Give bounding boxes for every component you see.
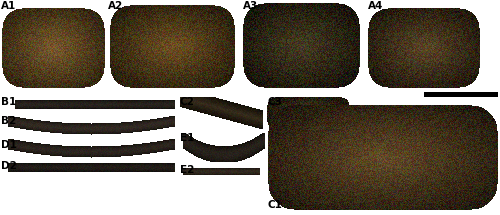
- Text: A2: A2: [108, 1, 123, 11]
- Text: D1: D1: [1, 140, 17, 150]
- Text: E2: E2: [180, 165, 194, 175]
- Text: B1: B1: [1, 97, 16, 107]
- Text: A4: A4: [368, 1, 384, 11]
- Text: C2: C2: [180, 97, 195, 107]
- Text: A1: A1: [1, 1, 16, 11]
- Text: C3: C3: [267, 97, 282, 107]
- Text: A3: A3: [243, 1, 258, 11]
- Text: D2: D2: [1, 161, 17, 171]
- Text: C1: C1: [268, 200, 283, 210]
- Text: E1: E1: [180, 133, 194, 143]
- Text: B2: B2: [1, 116, 16, 126]
